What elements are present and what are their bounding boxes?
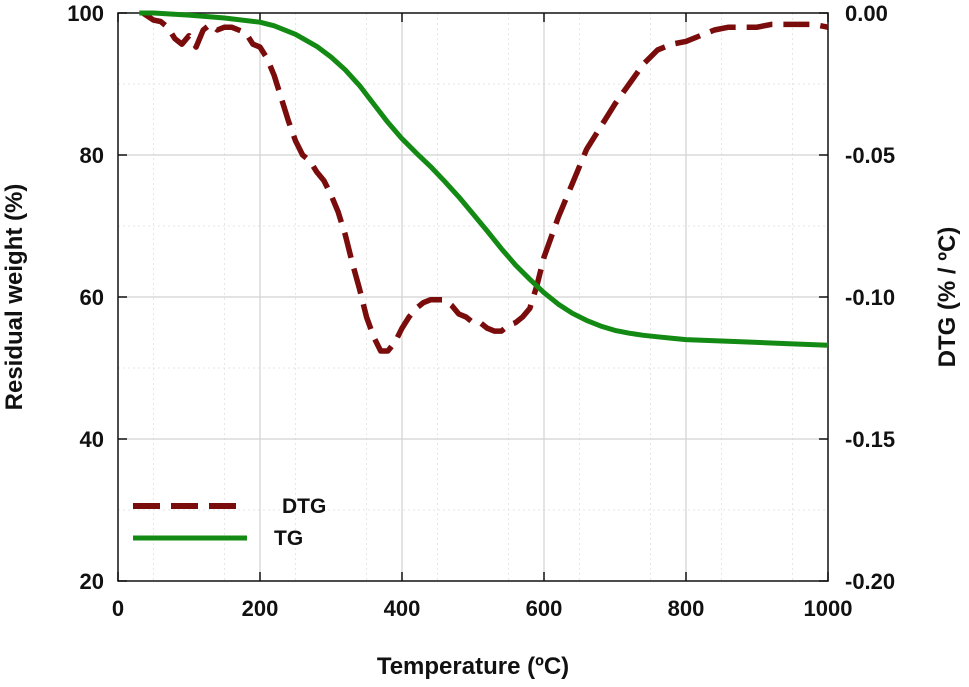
y-tick-label: 40 [80,427,104,452]
legend: DTG TG [133,495,326,550]
x-tick-label: 1000 [804,596,853,621]
series-line-tg [139,10,829,348]
y2-axis-title: DTG (% / ºC) [934,227,961,368]
x-tick-label: 200 [242,596,279,621]
y2-tick-label: -0.15 [845,427,895,452]
y-tick-label: 20 [80,569,104,594]
series-layer [139,10,829,354]
y-tick-label: 100 [67,1,104,26]
y2-tick-label: 0.00 [845,1,888,26]
y2-tick-label: -0.20 [845,569,895,594]
y2-tick-label: -0.10 [845,285,895,310]
x-axis-title: Temperature (ºC) [377,653,569,680]
axis-ticks: 0 200 400 600 800 1000 20 40 60 80 100 -0.20 -0.15 -0… [67,1,895,621]
series-line-dtg [141,10,829,354]
legend-tg-label: TG [274,527,303,550]
x-tick-label: 800 [668,596,705,621]
y-tick-label: 80 [80,143,104,168]
legend-dtg-label: DTG [282,495,326,518]
y-axis-title: Residual weight (%) [1,184,28,411]
grid [118,13,828,581]
x-tick-label: 400 [384,596,421,621]
x-tick-label: 600 [526,596,563,621]
x-tick-label: 0 [112,596,124,621]
y2-tick-label: -0.05 [845,143,895,168]
y-tick-label: 60 [80,285,104,310]
